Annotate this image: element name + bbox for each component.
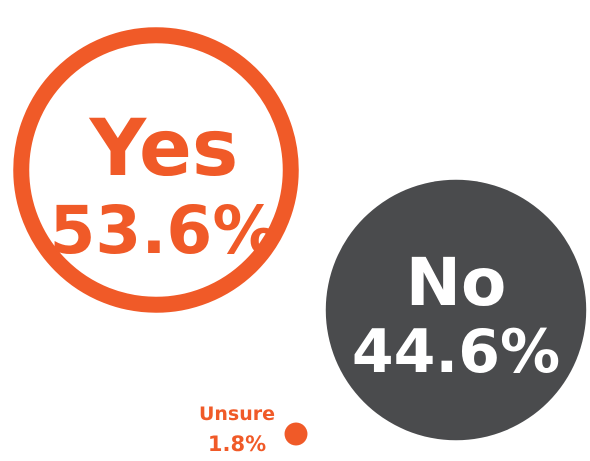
label-yes-value: 53.6% (50, 192, 279, 269)
label-no-category: No (406, 244, 507, 321)
bubble-yes (13, 27, 299, 313)
bubble-no (325, 179, 587, 441)
label-unsure-value: 1.8% (208, 432, 266, 456)
label-unsure-category: Unsure (199, 403, 275, 425)
bubble-unsure (284, 422, 308, 446)
label-yes-category: Yes (89, 104, 239, 194)
label-no-value: 44.6% (352, 317, 560, 387)
